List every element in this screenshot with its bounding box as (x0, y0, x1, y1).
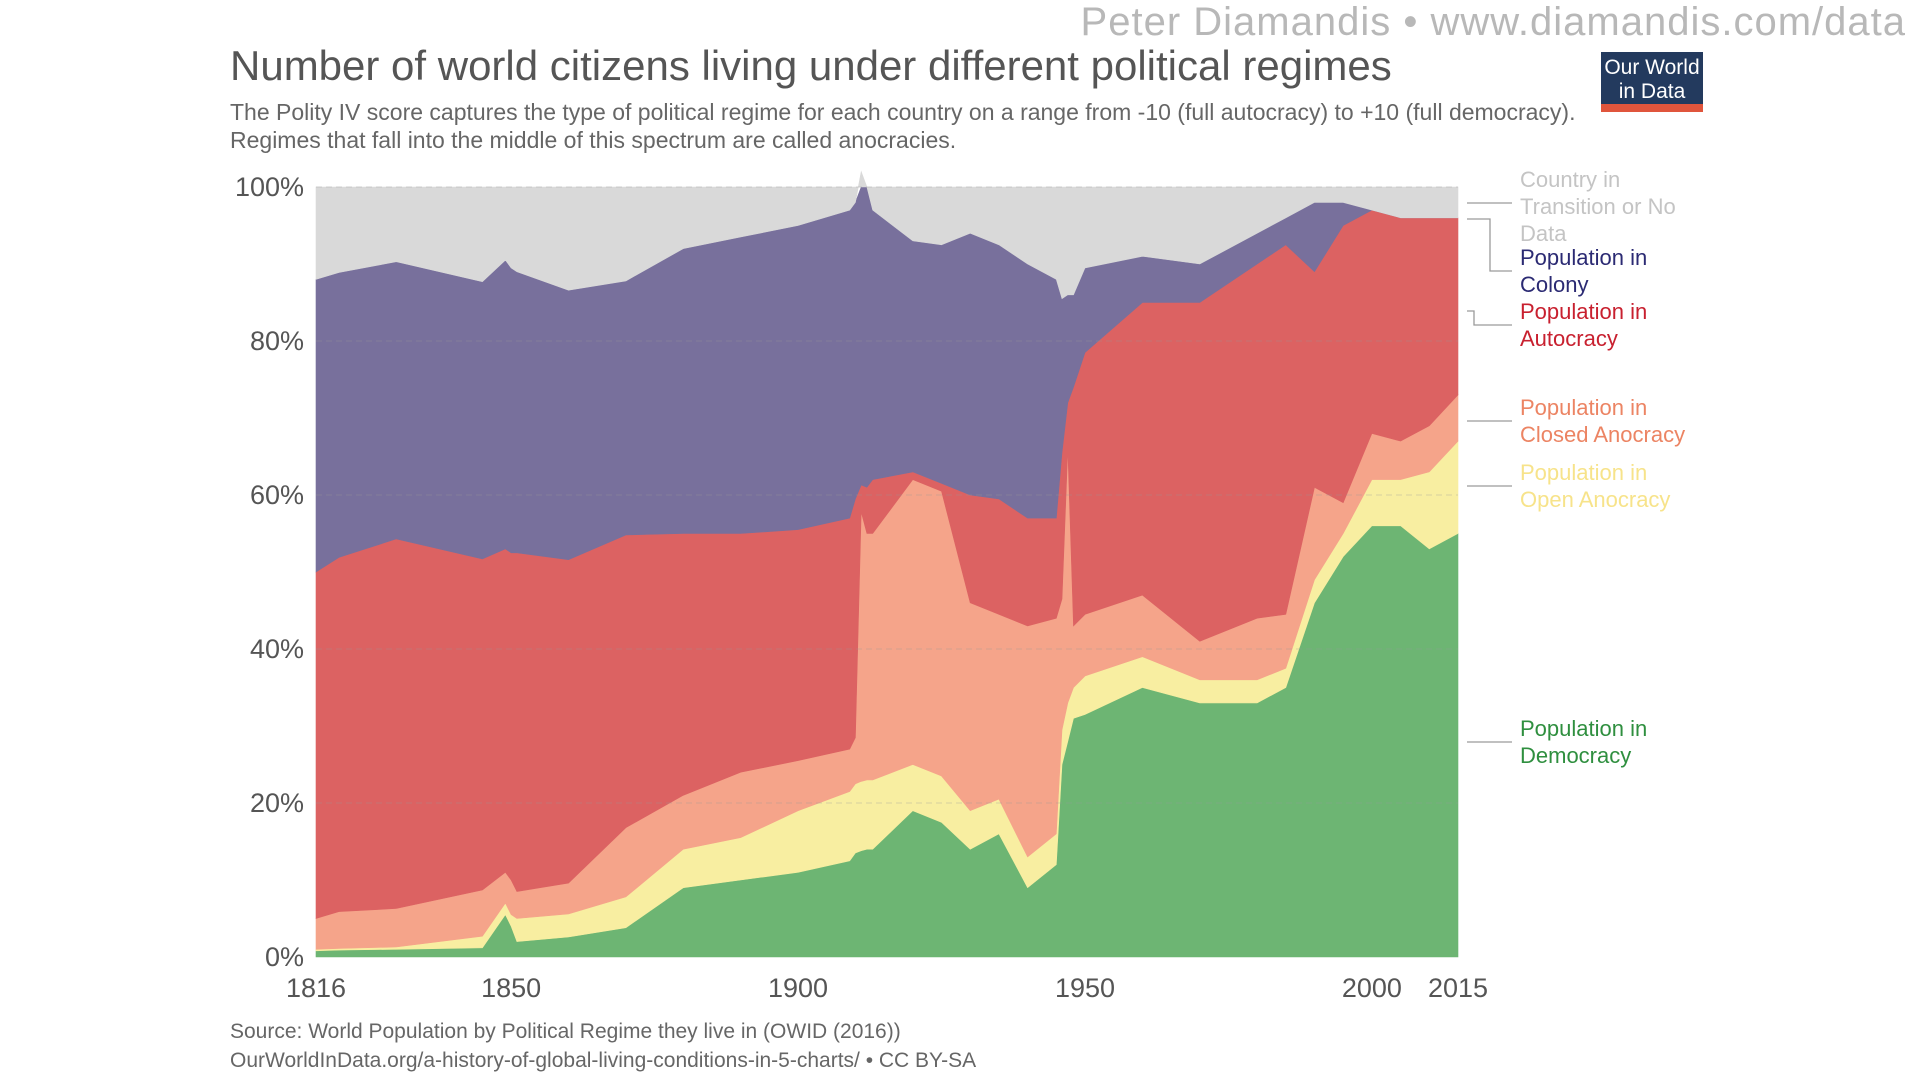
watermark: Peter Diamandis • www.diamandis.com/data (1080, 0, 1906, 44)
legend-label: Open Anocracy (1520, 487, 1670, 512)
logo-line-1: Our World (1604, 56, 1700, 79)
logo-line-2: in Data (1618, 80, 1686, 103)
owid-logo[interactable]: Our World in Data (1601, 52, 1703, 112)
x-axis: 1816 1850 1900 1950 2000 2015 (286, 973, 1488, 1003)
chart-areas (315, 170, 1459, 958)
legend-label: Democracy (1520, 743, 1631, 768)
legend-label: Data (1520, 221, 1567, 246)
y-tick-label: 20% (250, 788, 304, 818)
legend-connector (1467, 218, 1512, 272)
source-line-2: OurWorldInData.org/a-history-of-global-l… (230, 1049, 977, 1072)
x-tick-label: 1816 (286, 973, 346, 1003)
legend-label: Population in (1520, 299, 1647, 324)
legend-label: Population in (1520, 395, 1647, 420)
source-note: Source: World Population by Political Re… (230, 1017, 976, 1075)
x-tick-label: 2000 (1342, 973, 1402, 1003)
y-tick-label: 40% (250, 634, 304, 664)
legend-label: Transition or No (1520, 194, 1676, 219)
x-tick-label: 1900 (768, 973, 828, 1003)
legend-connector (1467, 310, 1512, 326)
y-tick-label: 60% (250, 480, 304, 510)
y-tick-label: 100% (235, 172, 304, 202)
area-series-5 (315, 170, 1459, 300)
y-tick-label: 0% (265, 942, 304, 972)
legend-label: Population in (1520, 716, 1647, 741)
legend-label: Closed Anocracy (1520, 422, 1685, 447)
legend-label: Country in (1520, 167, 1620, 192)
x-tick-label: 1950 (1055, 973, 1115, 1003)
stacked-area-chart: 0% 20% 40% 60% 80% 100% 1816 1850 1900 1950 2000 2… (235, 167, 1685, 1003)
chart-gridlines (316, 186, 1458, 804)
legend-label: Autocracy (1520, 326, 1618, 351)
chart-subtitle: The Polity IV score captures the type of… (230, 99, 1576, 153)
legend-label: Population in (1520, 460, 1647, 485)
y-axis: 0% 20% 40% 60% 80% 100% (235, 172, 304, 972)
x-tick-label: 2015 (1428, 973, 1488, 1003)
y-tick-label: 80% (250, 326, 304, 356)
chart-title: Number of world citizens living under di… (230, 42, 1392, 89)
x-tick-label: 1850 (481, 973, 541, 1003)
legend-label: Population in (1520, 245, 1647, 270)
legend-label: Colony (1520, 272, 1588, 297)
source-line-1: Source: World Population by Political Re… (230, 1020, 901, 1043)
